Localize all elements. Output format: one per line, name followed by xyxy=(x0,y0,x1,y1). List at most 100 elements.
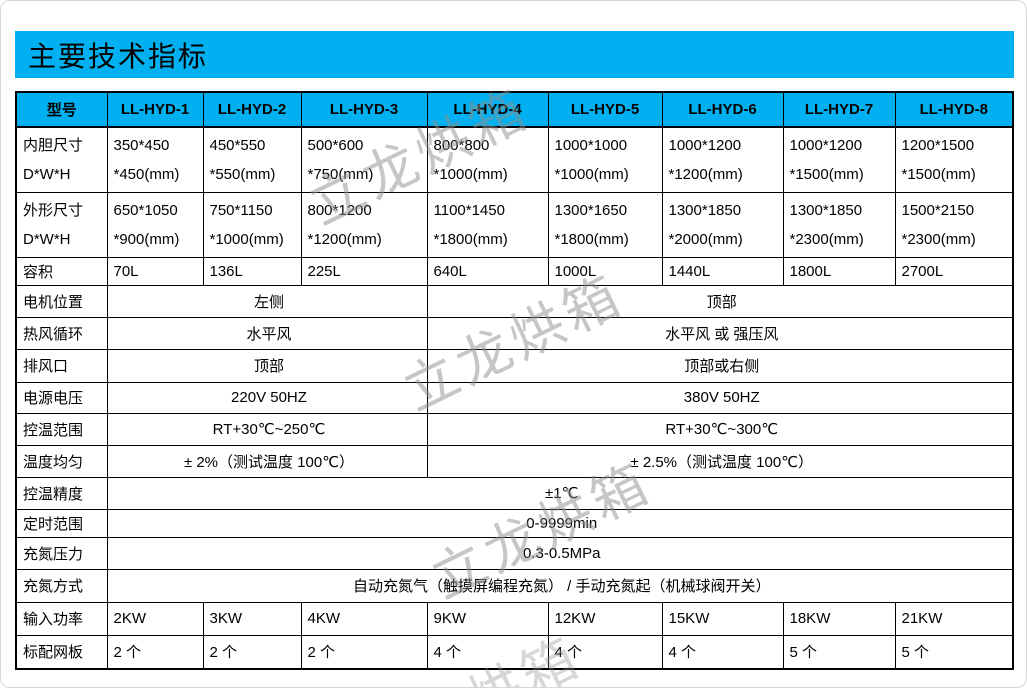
row-label: 内胆尺寸 D*W*H xyxy=(15,126,108,193)
spec-cell-span-right: RT+30℃~300℃ xyxy=(426,412,1014,446)
row-air-circulation: 热风循环 水平风 水平风 或 强压风 xyxy=(15,316,1014,350)
header-model-8: LL-HYD-8 xyxy=(894,91,1014,128)
row-label: 排风口 xyxy=(15,348,108,383)
row-outer-size: 外形尺寸 D*W*H 650*1050 *900(mm) 750*1150 *100… xyxy=(15,191,1014,258)
spec-cell: 1200*1500 *1500(mm) xyxy=(894,126,1014,193)
spec-cell: 1300*1850 *2000(mm) xyxy=(661,191,784,258)
row-uniformity: 温度均匀 ± 2%（测试温度 100℃） ± 2.5%（测试温度 100℃） xyxy=(15,444,1014,478)
header-model-5: LL-HYD-5 xyxy=(547,91,663,128)
spec-cell: 4 个 xyxy=(547,634,663,670)
header-model-label: 型号 xyxy=(15,91,108,128)
header-model-3: LL-HYD-3 xyxy=(300,91,428,128)
row-label: 充氮压力 xyxy=(15,536,108,570)
header-model-7: LL-HYD-7 xyxy=(782,91,896,128)
spec-cell: 800*800 *1000(mm) xyxy=(426,126,549,193)
row-precision: 控温精度 ±1℃ xyxy=(15,476,1014,510)
row-volume: 容积 70L 136L 225L 640L 1000L 1440L 1800L … xyxy=(15,256,1014,286)
row-label: 控温精度 xyxy=(15,476,108,510)
spec-cell: 1000L xyxy=(547,256,663,286)
spec-cell: 1500*2150 *2300(mm) xyxy=(894,191,1014,258)
row-timer: 定时范围 0-9999min xyxy=(15,508,1014,538)
spec-cell-full-span: ±1℃ xyxy=(106,476,1014,510)
spec-cell: 2700L xyxy=(894,256,1014,286)
spec-cell-span-left: 顶部 xyxy=(106,348,428,383)
spec-cell: 136L xyxy=(202,256,302,286)
row-label: 外形尺寸 D*W*H xyxy=(15,191,108,258)
spec-cell-span-right: ± 2.5%（测试温度 100℃） xyxy=(426,444,1014,478)
spec-cell: 1000*1200 *1500(mm) xyxy=(782,126,896,193)
header-model-2: LL-HYD-2 xyxy=(202,91,302,128)
spec-cell: 9KW xyxy=(426,601,549,636)
row-voltage: 电源电压 220V 50HZ 380V 50HZ xyxy=(15,381,1014,414)
row-shelves: 标配网板 2 个 2 个 2 个 4 个 4 个 4 个 5 个 5 个 xyxy=(15,634,1014,670)
spec-table: 型号 LL-HYD-1 LL-HYD-2 LL-HYD-3 LL-HYD-4 L… xyxy=(15,91,1014,670)
spec-cell: 4 个 xyxy=(661,634,784,670)
row-label: 容积 xyxy=(15,256,108,286)
row-n2-method: 充氮方式 自动充氮气（触摸屏编程充氮） / 手动充氮起（机械球阀开关） xyxy=(15,568,1014,603)
spec-cell: 2 个 xyxy=(300,634,428,670)
spec-cell: 225L xyxy=(300,256,428,286)
spec-cell: 1000*1000 *1000(mm) xyxy=(547,126,663,193)
row-label: 温度均匀 xyxy=(15,444,108,478)
row-label: 电源电压 xyxy=(15,381,108,414)
spec-cell-span-right: 顶部 xyxy=(426,284,1014,318)
spec-cell: 15KW xyxy=(661,601,784,636)
spec-cell: 500*600 *750(mm) xyxy=(300,126,428,193)
spec-cell: 1000*1200 *1200(mm) xyxy=(661,126,784,193)
spec-cell: 4KW xyxy=(300,601,428,636)
spec-cell: 1300*1650 *1800(mm) xyxy=(547,191,663,258)
spec-cell: 1440L xyxy=(661,256,784,286)
spec-cell: 3KW xyxy=(202,601,302,636)
row-label: 热风循环 xyxy=(15,316,108,350)
spec-cell: 2KW xyxy=(106,601,204,636)
spec-cell-span-left: 220V 50HZ xyxy=(106,381,428,414)
spec-cell-full-span: 0-9999min xyxy=(106,508,1014,538)
spec-cell: 4 个 xyxy=(426,634,549,670)
spec-cell: 18KW xyxy=(782,601,896,636)
spec-cell: 5 个 xyxy=(894,634,1014,670)
spec-cell-span-right: 顶部或右侧 xyxy=(426,348,1014,383)
spec-cell: 1300*1850 *2300(mm) xyxy=(782,191,896,258)
spec-cell: 2 个 xyxy=(202,634,302,670)
row-n2-pressure: 充氮压力 0.3-0.5MPa xyxy=(15,536,1014,570)
row-exhaust: 排风口 顶部 顶部或右侧 xyxy=(15,348,1014,383)
spec-cell: 70L xyxy=(106,256,204,286)
row-label: 输入功率 xyxy=(15,601,108,636)
row-motor-position: 电机位置 左侧 顶部 xyxy=(15,284,1014,318)
header-model-6: LL-HYD-6 xyxy=(661,91,784,128)
spec-cell: 800*1200 *1200(mm) xyxy=(300,191,428,258)
spec-cell-span-left: RT+30℃~250℃ xyxy=(106,412,428,446)
spec-cell: 21KW xyxy=(894,601,1014,636)
row-label: 控温范围 xyxy=(15,412,108,446)
header-model-1: LL-HYD-1 xyxy=(106,91,204,128)
spec-cell: 650*1050 *900(mm) xyxy=(106,191,204,258)
spec-cell-span-right: 380V 50HZ xyxy=(426,381,1014,414)
spec-cell: 5 个 xyxy=(782,634,896,670)
spec-cell: 450*550 *550(mm) xyxy=(202,126,302,193)
row-label: 电机位置 xyxy=(15,284,108,318)
spec-cell: 350*450 *450(mm) xyxy=(106,126,204,193)
spec-cell-full-span: 自动充氮气（触摸屏编程充氮） / 手动充氮起（机械球阀开关） xyxy=(106,568,1014,603)
spec-cell-span-left: ± 2%（测试温度 100℃） xyxy=(106,444,428,478)
spec-cell-span-right: 水平风 或 强压风 xyxy=(426,316,1014,350)
spec-cell: 1100*1450 *1800(mm) xyxy=(426,191,549,258)
row-label: 定时范围 xyxy=(15,508,108,538)
row-inner-size: 内胆尺寸 D*W*H 350*450 *450(mm) 450*550 *550(m… xyxy=(15,126,1014,193)
row-label: 充氮方式 xyxy=(15,568,108,603)
spec-cell: 640L xyxy=(426,256,549,286)
title-banner: 主要技术指标 xyxy=(15,31,1014,78)
row-label: 标配网板 xyxy=(15,634,108,670)
header-model-4: LL-HYD-4 xyxy=(426,91,549,128)
spec-cell: 750*1150 *1000(mm) xyxy=(202,191,302,258)
header-row: 型号 LL-HYD-1 LL-HYD-2 LL-HYD-3 LL-HYD-4 L… xyxy=(15,91,1014,128)
spec-cell: 1800L xyxy=(782,256,896,286)
page-title: 主要技术指标 xyxy=(28,39,209,73)
spec-cell-span-left: 左侧 xyxy=(106,284,428,318)
spec-cell: 2 个 xyxy=(106,634,204,670)
row-temp-range: 控温范围 RT+30℃~250℃ RT+30℃~300℃ xyxy=(15,412,1014,446)
spec-cell-span-left: 水平风 xyxy=(106,316,428,350)
spec-cell: 12KW xyxy=(547,601,663,636)
row-power: 输入功率 2KW 3KW 4KW 9KW 12KW 15KW 18KW 21KW xyxy=(15,601,1014,636)
spec-cell-full-span: 0.3-0.5MPa xyxy=(106,536,1014,570)
